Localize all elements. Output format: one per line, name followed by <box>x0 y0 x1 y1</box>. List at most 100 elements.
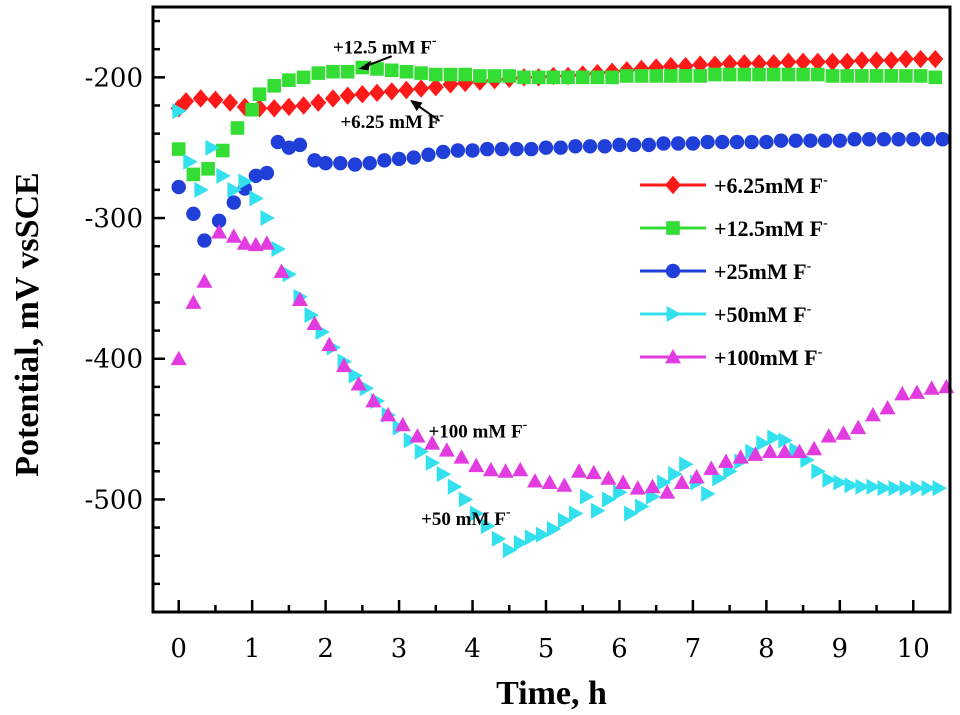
data-point <box>436 466 452 483</box>
data-point <box>825 69 840 83</box>
data-point <box>897 49 914 69</box>
annotation-3-text: +100 mM F <box>428 422 522 443</box>
data-point <box>427 77 444 97</box>
data-point <box>920 132 936 147</box>
data-point <box>310 93 327 112</box>
data-point <box>414 443 430 460</box>
data-point <box>259 165 275 181</box>
legend-label-superscript: - <box>807 259 812 274</box>
data-point <box>557 512 573 529</box>
legend-marker <box>665 349 681 364</box>
data-point <box>590 70 605 85</box>
data-point <box>335 357 352 373</box>
data-point <box>447 478 463 495</box>
data-point <box>225 228 242 243</box>
data-point <box>899 480 914 497</box>
data-point <box>186 167 201 182</box>
legend-entry-2: +12.5mM F- <box>640 216 828 241</box>
data-point <box>706 55 723 74</box>
x-tick-label: 5 <box>538 634 555 664</box>
data-point <box>245 102 259 117</box>
data-point <box>252 87 267 102</box>
legend-label: +50mM F- <box>714 302 812 327</box>
data-point <box>891 132 906 147</box>
data-point <box>340 64 355 79</box>
data-point <box>546 520 562 537</box>
data-point <box>644 478 661 494</box>
data-point <box>840 69 854 83</box>
data-point <box>194 181 209 198</box>
series-5 <box>170 224 955 499</box>
data-point <box>482 461 499 477</box>
data-point <box>575 70 590 85</box>
legend: +6.25mM F-+12.5mM F-+25mM F-+50mM F-+100… <box>640 173 828 370</box>
data-point <box>383 82 400 101</box>
data-point <box>853 51 870 70</box>
x-tick-label: 4 <box>464 634 481 664</box>
legend-label-text: +100mM F <box>714 345 818 370</box>
data-point <box>391 151 407 167</box>
x-axis-title: Time, h <box>496 675 607 712</box>
data-point <box>531 70 546 85</box>
annotation-3-superscript: - <box>523 418 528 433</box>
data-point <box>876 132 892 147</box>
data-point <box>729 134 745 150</box>
data-point <box>685 136 701 151</box>
data-point <box>767 429 782 446</box>
legend-label: +100mM F- <box>714 345 823 370</box>
data-point <box>541 474 558 489</box>
legend-entry-1: +6.25mM F- <box>640 173 828 198</box>
data-point <box>183 153 198 170</box>
data-point <box>678 69 693 83</box>
data-point <box>524 529 540 546</box>
data-point <box>216 167 231 184</box>
data-point <box>788 133 803 148</box>
data-point <box>884 69 899 83</box>
data-point <box>399 64 414 79</box>
data-point <box>671 136 686 151</box>
data-point <box>247 236 264 252</box>
annotation-2-superscript: - <box>439 108 444 123</box>
data-point <box>273 263 290 278</box>
x-tick-label: 1 <box>244 634 261 664</box>
data-point <box>762 443 779 459</box>
data-point <box>238 173 253 190</box>
data-point <box>211 213 227 229</box>
data-point <box>776 443 793 459</box>
data-point <box>868 51 885 70</box>
data-point <box>248 168 264 184</box>
data-point <box>326 64 340 79</box>
data-point <box>879 399 896 415</box>
data-point <box>855 69 869 83</box>
series-2 <box>171 60 943 182</box>
data-point <box>186 206 201 222</box>
data-point <box>421 147 436 162</box>
data-point <box>170 350 187 366</box>
data-point <box>201 162 215 176</box>
data-point <box>465 143 480 158</box>
data-point <box>192 89 209 108</box>
data-point <box>535 526 551 543</box>
annotation-4-text: +50 mM F <box>421 509 506 530</box>
data-point <box>502 542 518 559</box>
data-point <box>602 491 617 508</box>
data-point <box>635 498 650 515</box>
annotation-1-superscript: - <box>432 33 437 48</box>
data-point <box>282 73 296 87</box>
data-point <box>810 67 825 82</box>
legend-label-superscript: - <box>807 302 812 317</box>
x-tick-label: 3 <box>391 634 408 664</box>
data-point <box>398 80 415 100</box>
data-point <box>282 266 297 283</box>
data-point <box>913 69 928 83</box>
data-point <box>468 457 485 473</box>
data-point <box>641 137 657 153</box>
data-point <box>380 407 397 422</box>
x-tick-label: 7 <box>685 634 702 664</box>
data-point <box>908 384 925 399</box>
data-point <box>509 141 524 157</box>
data-point <box>803 133 818 148</box>
data-point <box>425 454 441 471</box>
data-point <box>291 291 308 307</box>
data-point <box>759 134 774 150</box>
